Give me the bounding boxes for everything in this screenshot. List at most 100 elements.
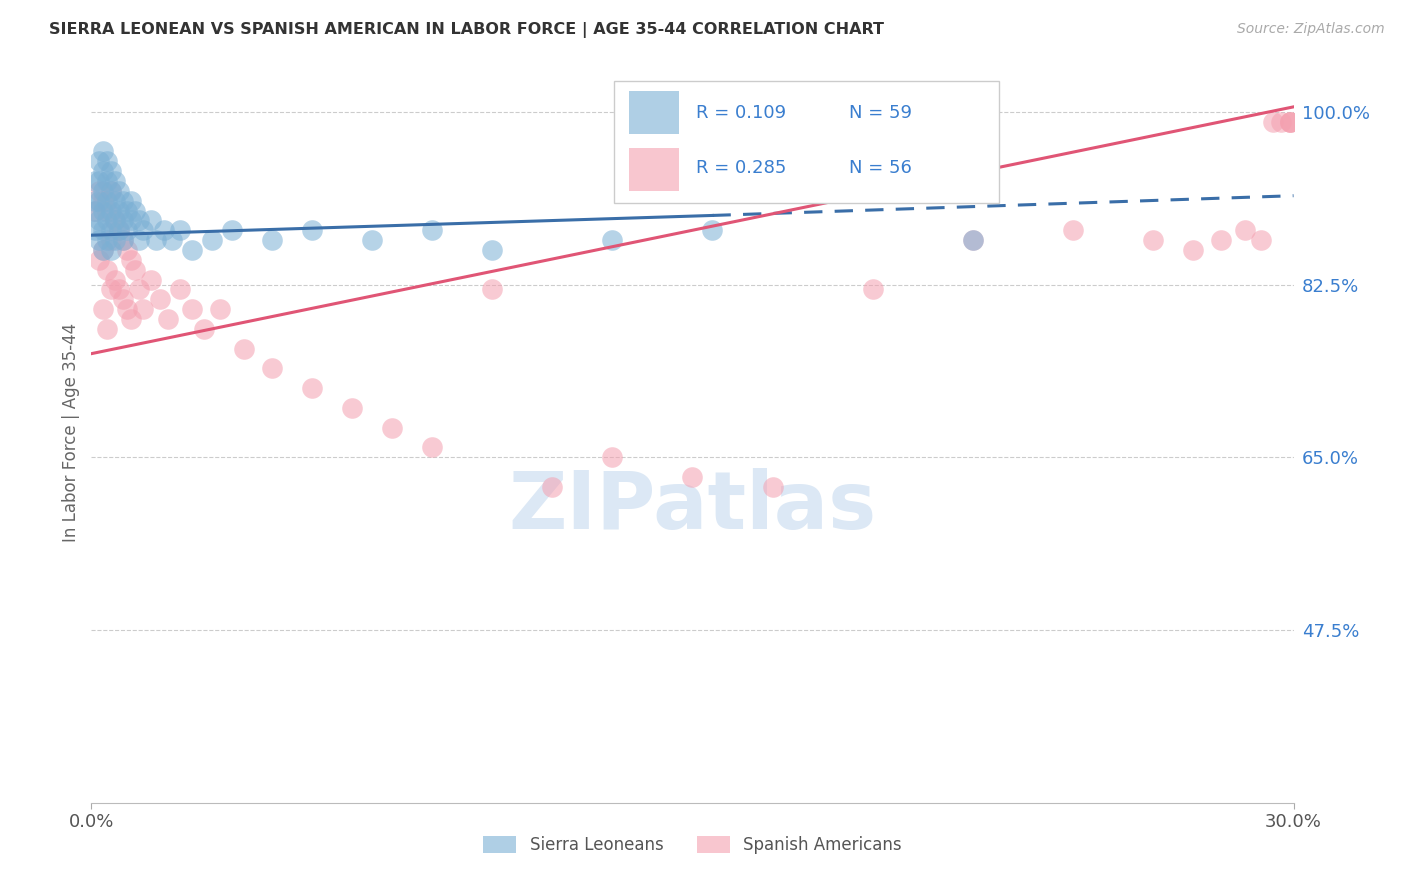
Point — [100, 283, 122, 297]
Point — [96, 203, 118, 218]
Point — [96, 194, 118, 208]
Point — [93, 243, 115, 257]
Point — [169, 223, 191, 237]
Legend: Sierra Leoneans, Spanish Americans: Sierra Leoneans, Spanish Americans — [477, 830, 908, 861]
FancyBboxPatch shape — [628, 91, 679, 135]
Point — [104, 194, 127, 208]
Point — [141, 272, 163, 286]
Point — [381, 420, 404, 434]
Point — [121, 312, 143, 326]
FancyBboxPatch shape — [614, 81, 1000, 203]
Point — [481, 283, 503, 297]
Text: N = 59: N = 59 — [849, 103, 911, 122]
Point — [702, 223, 724, 237]
Text: ZIPatlas: ZIPatlas — [509, 467, 876, 546]
Point — [681, 470, 703, 484]
Point — [100, 184, 122, 198]
Point — [180, 302, 202, 317]
Point — [1211, 233, 1233, 247]
Point — [1142, 233, 1164, 247]
Point — [104, 213, 127, 227]
Point — [112, 213, 135, 227]
Point — [121, 194, 143, 208]
Point — [93, 223, 115, 237]
Point — [104, 272, 127, 286]
Point — [96, 174, 118, 188]
Point — [180, 243, 202, 257]
Point — [104, 174, 127, 188]
Point — [93, 203, 115, 218]
Point — [100, 203, 122, 218]
Point — [84, 174, 107, 188]
Point — [100, 223, 122, 237]
Point — [340, 401, 363, 415]
Point — [104, 233, 127, 247]
Point — [124, 203, 146, 218]
Point — [112, 293, 135, 307]
Text: N = 56: N = 56 — [849, 160, 911, 178]
Point — [84, 203, 107, 218]
Point — [108, 223, 131, 237]
Point — [201, 233, 224, 247]
Point — [260, 361, 283, 376]
Point — [541, 480, 564, 494]
Y-axis label: In Labor Force | Age 35-44: In Labor Force | Age 35-44 — [62, 323, 80, 542]
Point — [108, 184, 131, 198]
Point — [962, 233, 984, 247]
Point — [100, 184, 122, 198]
Point — [96, 154, 118, 169]
Point — [420, 223, 443, 237]
Point — [100, 243, 122, 257]
Point — [1278, 114, 1301, 128]
FancyBboxPatch shape — [628, 147, 679, 191]
Point — [232, 342, 254, 356]
Point — [301, 381, 323, 395]
Point — [117, 302, 139, 317]
Point — [84, 203, 107, 218]
Point — [152, 223, 174, 237]
Point — [128, 283, 150, 297]
Point — [1182, 243, 1205, 257]
Point — [160, 233, 183, 247]
Point — [112, 233, 135, 247]
Point — [93, 194, 115, 208]
Point — [360, 233, 382, 247]
Point — [208, 302, 231, 317]
Text: SIERRA LEONEAN VS SPANISH AMERICAN IN LABOR FORCE | AGE 35-44 CORRELATION CHART: SIERRA LEONEAN VS SPANISH AMERICAN IN LA… — [49, 22, 884, 38]
Point — [301, 223, 323, 237]
Point — [260, 233, 283, 247]
Point — [108, 203, 131, 218]
Text: R = 0.109: R = 0.109 — [696, 103, 786, 122]
Point — [108, 223, 131, 237]
Point — [420, 441, 443, 455]
Point — [762, 480, 785, 494]
Point — [96, 213, 118, 227]
Point — [1250, 233, 1272, 247]
Point — [93, 184, 115, 198]
Point — [104, 213, 127, 227]
Point — [117, 223, 139, 237]
Point — [124, 262, 146, 277]
Point — [1234, 223, 1257, 237]
Point — [112, 194, 135, 208]
Point — [89, 213, 111, 227]
Point — [1263, 114, 1285, 128]
Point — [862, 283, 884, 297]
Point — [132, 223, 155, 237]
Point — [100, 164, 122, 178]
Point — [96, 233, 118, 247]
Point — [89, 154, 111, 169]
Point — [221, 223, 243, 237]
Point — [132, 302, 155, 317]
Point — [193, 322, 215, 336]
Point — [108, 283, 131, 297]
Point — [117, 243, 139, 257]
Point — [602, 450, 624, 465]
Point — [602, 233, 624, 247]
Point — [93, 302, 115, 317]
Point — [121, 252, 143, 267]
Point — [112, 233, 135, 247]
Point — [89, 184, 111, 198]
Point — [1278, 114, 1301, 128]
Point — [1278, 114, 1301, 128]
